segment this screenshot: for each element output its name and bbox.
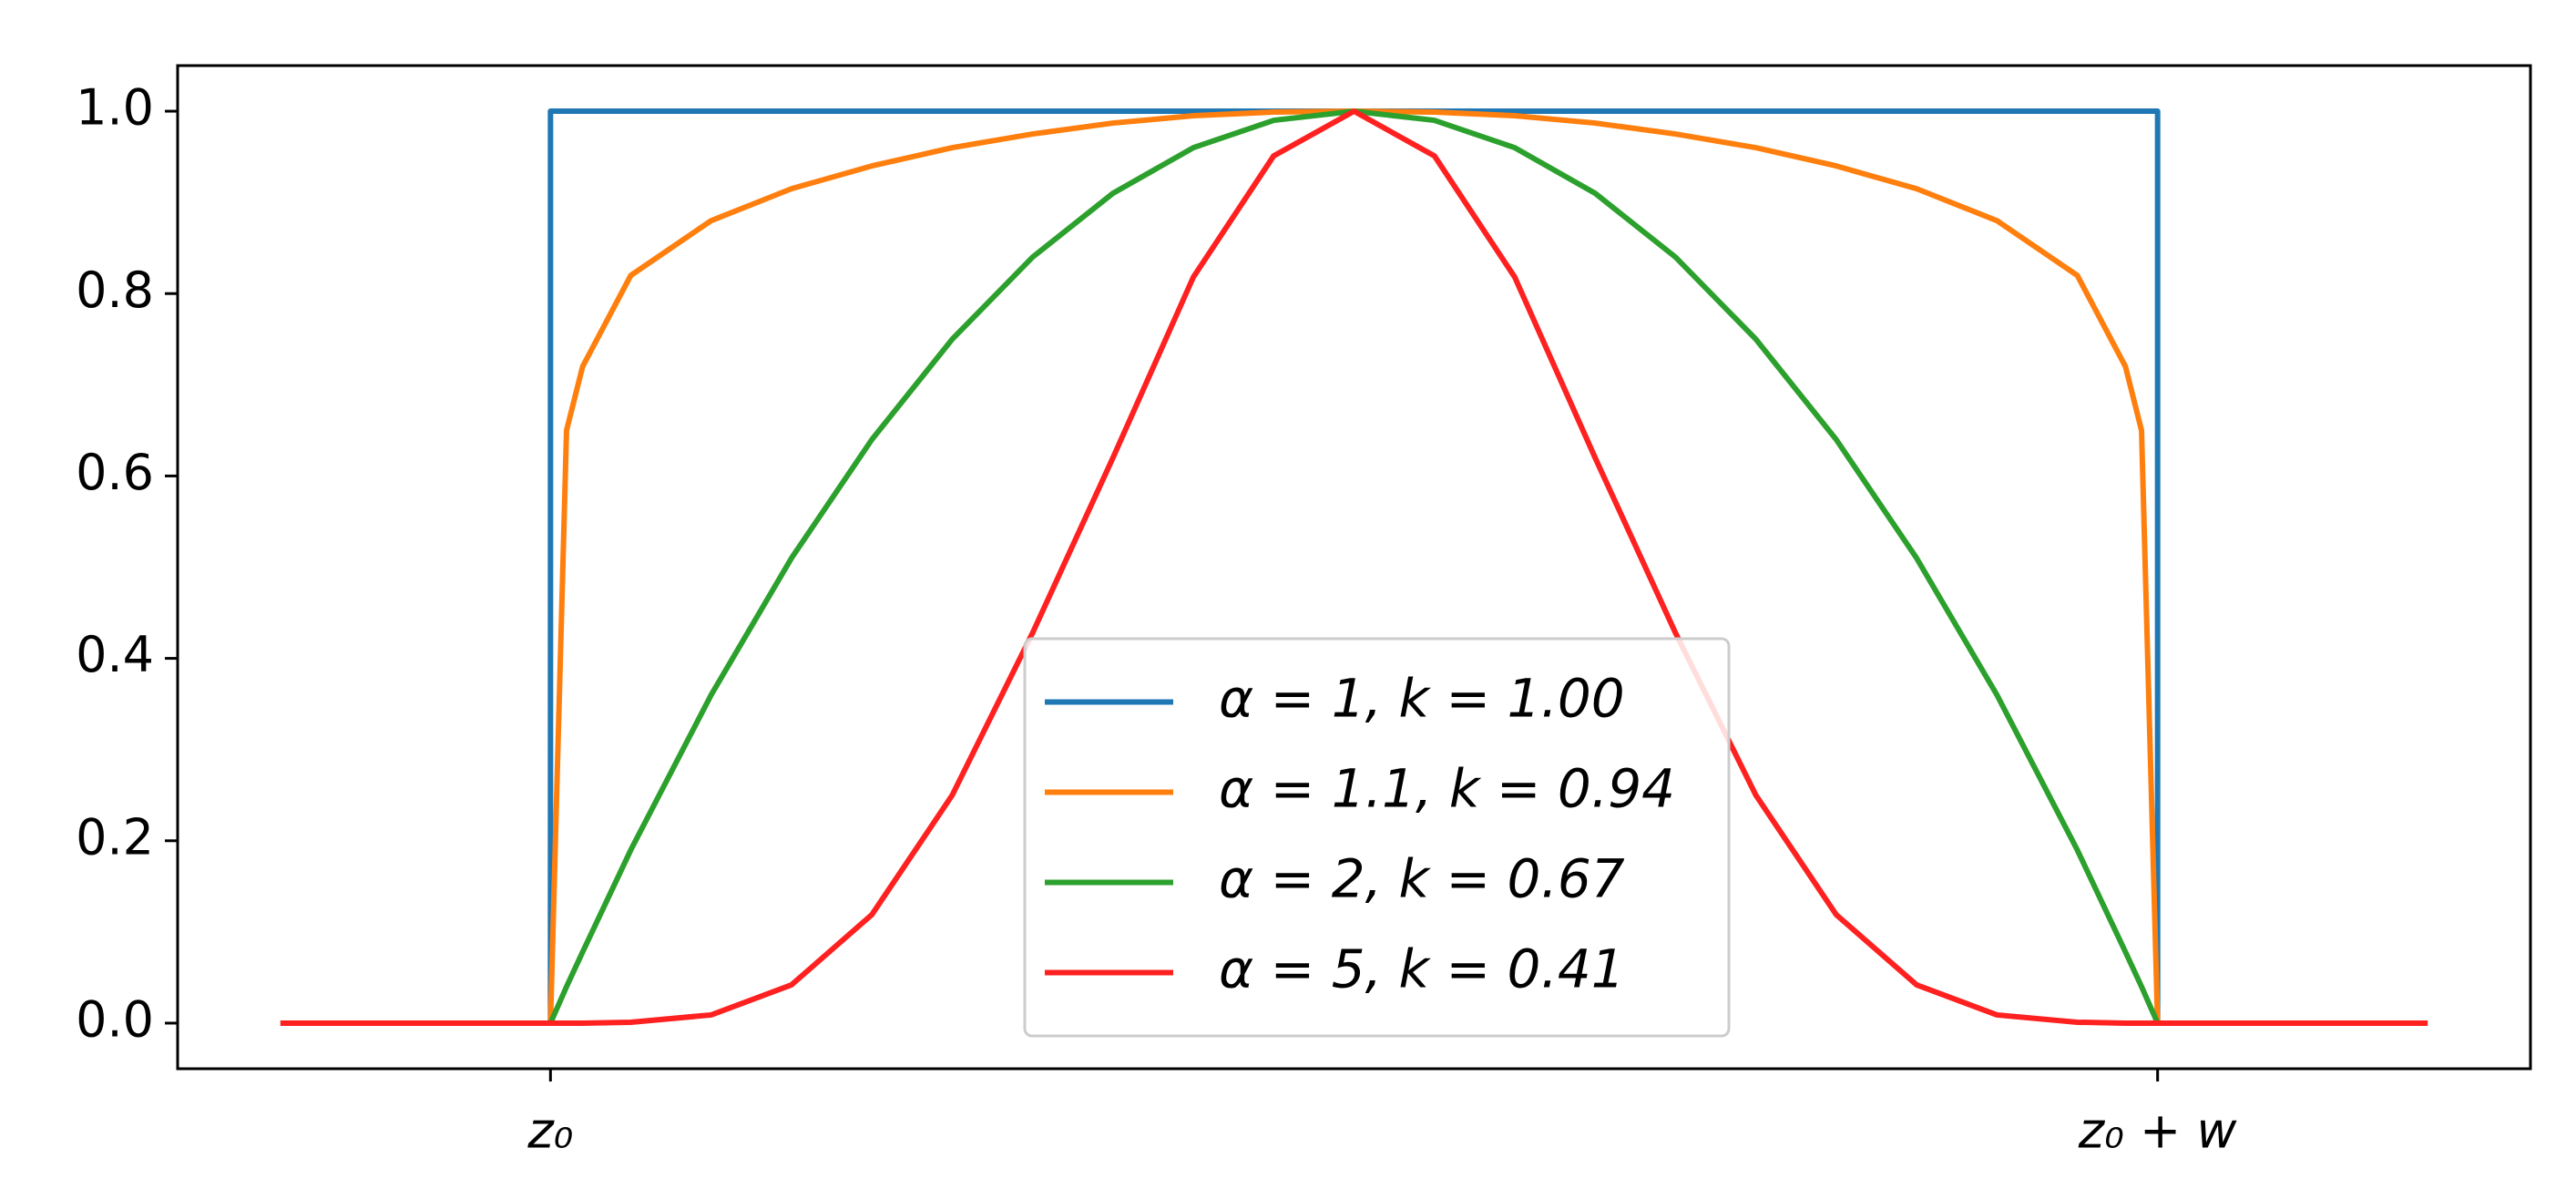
y-tick-label: 0.6 [76, 444, 154, 501]
x-tick-label: z₀ [526, 1102, 573, 1160]
y-tick-label: 0.2 [76, 808, 154, 866]
legend-label: α = 1.1, k = 0.94 [1219, 758, 1675, 820]
y-tick-label: 1.0 [76, 79, 154, 137]
legend-label: α = 5, k = 0.41 [1219, 938, 1625, 1000]
plot-frame [176, 64, 2532, 1071]
y-tick-label: 0.0 [76, 991, 154, 1049]
line [280, 108, 2428, 1026]
legend-box [1023, 637, 1731, 1038]
legend-label: α = 2, k = 0.67 [1219, 848, 1625, 910]
x-tick-label: z₀ + w [2078, 1102, 2238, 1160]
y-tick-label: 0.8 [76, 261, 154, 319]
legend-label: α = 1, k = 1.00 [1219, 668, 1625, 730]
y-tick-label: 0.4 [76, 626, 154, 683]
